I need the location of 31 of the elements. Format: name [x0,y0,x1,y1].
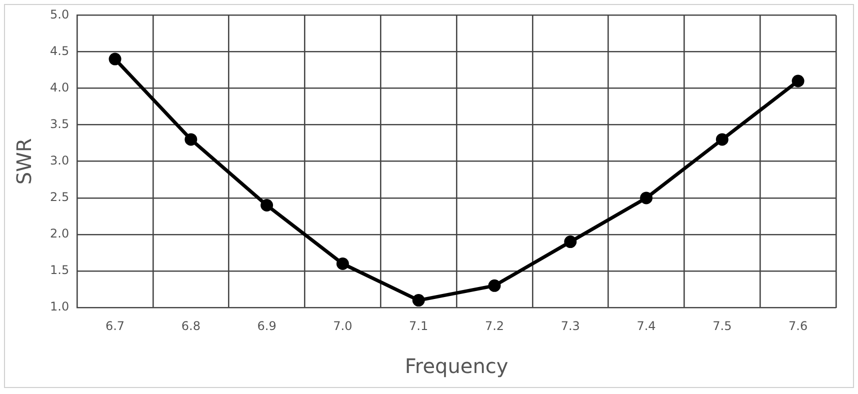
x-tick-label: 7.0 [333,318,352,333]
point [336,257,349,270]
point [792,74,804,88]
point [488,279,501,292]
point [412,294,425,307]
y-axis-title: SWR [12,138,36,185]
y-tick-label: 1.5 [50,263,70,278]
x-tick-label: 7.2 [484,318,504,333]
y-tick-label: 2.5 [50,190,70,204]
x-tick-label: 7.3 [560,318,580,333]
y-tick-label: 1.0 [50,300,70,314]
y-tick-label: 4.5 [50,44,70,58]
x-axis-title: Frequency [404,354,508,378]
x-tick-label: 7.1 [409,318,428,333]
point [260,199,274,212]
y-tick-label: 3.0 [50,154,70,168]
y-tick-label: 4.0 [50,80,70,94]
point [564,236,577,248]
y-tick-label: 3.5 [50,116,70,131]
point [184,133,198,146]
x-tick-label: 6.9 [257,318,276,333]
x-tick-label: 7.6 [788,318,808,333]
x-tick-label: 6.8 [181,318,200,333]
point [108,52,122,66]
x-tick-label: 7.4 [636,318,656,333]
y-tick-label: 5.0 [50,7,70,22]
x-tick-label: 7.5 [712,318,732,333]
x-tick-label: 6.7 [105,318,125,333]
point [716,133,728,146]
point [640,192,653,204]
y-tick-label: 2.0 [50,226,70,241]
